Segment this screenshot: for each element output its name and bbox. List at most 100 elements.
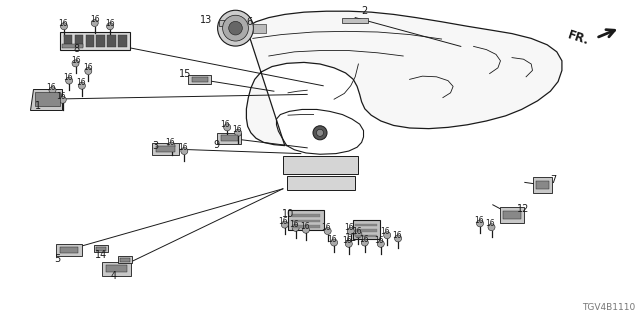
Bar [96, 247, 106, 251]
Bar [292, 225, 320, 228]
Text: 16: 16 [105, 19, 115, 28]
Text: 16: 16 [178, 143, 188, 152]
Bar [108, 35, 116, 47]
Text: 16: 16 [83, 63, 93, 72]
Bar [75, 35, 83, 47]
Text: 16: 16 [321, 223, 332, 232]
Text: 10: 10 [282, 209, 294, 219]
Circle shape [49, 87, 56, 94]
Circle shape [395, 235, 401, 242]
Text: 8: 8 [74, 44, 80, 54]
Circle shape [303, 226, 309, 233]
Bar [60, 247, 78, 253]
Text: 16: 16 [474, 216, 484, 225]
Circle shape [313, 126, 327, 140]
Bar [94, 245, 108, 252]
Bar [292, 214, 320, 217]
Bar [189, 75, 211, 84]
Text: 16: 16 [46, 83, 56, 92]
Text: 16: 16 [220, 120, 230, 129]
Bar [342, 18, 368, 23]
Polygon shape [246, 11, 562, 146]
Circle shape [331, 239, 337, 246]
Circle shape [66, 77, 72, 84]
Text: 5: 5 [54, 253, 61, 264]
Bar [292, 220, 320, 222]
Bar [500, 207, 524, 223]
Bar [533, 177, 552, 193]
Bar [504, 211, 520, 219]
Circle shape [107, 23, 113, 30]
Text: TGV4B1110: TGV4B1110 [582, 303, 635, 312]
Circle shape [384, 232, 390, 239]
Circle shape [223, 15, 248, 41]
Bar [86, 35, 94, 47]
Circle shape [60, 96, 66, 103]
Text: 16: 16 [70, 56, 81, 65]
Text: 1: 1 [35, 101, 42, 111]
Bar [60, 32, 130, 50]
Circle shape [355, 231, 362, 238]
Circle shape [346, 240, 352, 247]
Bar [253, 24, 266, 33]
Text: 16: 16 [358, 235, 369, 244]
Bar [120, 258, 130, 262]
Text: 12: 12 [517, 204, 530, 214]
Text: 16: 16 [58, 19, 68, 28]
Text: 13: 13 [200, 15, 212, 25]
Text: 16: 16 [90, 15, 100, 24]
Circle shape [488, 224, 495, 231]
Circle shape [378, 240, 384, 247]
Bar [219, 20, 239, 26]
Circle shape [324, 228, 331, 235]
Bar [221, 135, 237, 141]
Circle shape [477, 220, 483, 227]
Bar [64, 35, 72, 47]
Bar [353, 220, 380, 239]
Bar [118, 256, 132, 263]
Text: 14: 14 [95, 250, 108, 260]
Circle shape [72, 60, 79, 67]
Text: 16: 16 [342, 236, 352, 245]
Circle shape [235, 129, 241, 136]
Text: 16: 16 [300, 222, 310, 231]
Text: 16: 16 [232, 125, 242, 134]
Circle shape [168, 142, 175, 149]
Text: 16: 16 [374, 236, 384, 245]
Bar [56, 244, 82, 256]
Text: 9: 9 [213, 140, 220, 150]
Circle shape [362, 239, 368, 246]
Text: 16: 16 [392, 231, 402, 240]
Circle shape [282, 221, 288, 228]
Bar [192, 77, 207, 82]
Text: 16: 16 [289, 220, 300, 229]
Text: 16: 16 [326, 235, 337, 244]
Text: 16: 16 [165, 138, 175, 147]
Text: 16: 16 [485, 220, 495, 228]
Bar [118, 35, 127, 47]
Circle shape [92, 20, 98, 27]
Circle shape [228, 21, 243, 35]
Text: 2: 2 [362, 6, 368, 16]
Circle shape [317, 129, 323, 136]
Circle shape [218, 10, 253, 46]
Bar [288, 210, 323, 230]
Text: 4: 4 [111, 271, 117, 281]
Bar [217, 132, 241, 144]
Circle shape [224, 124, 230, 131]
Bar [355, 235, 377, 237]
Text: 16: 16 [76, 78, 86, 87]
Text: 16: 16 [56, 92, 67, 101]
Bar [35, 92, 60, 107]
Bar [61, 44, 83, 48]
Bar [355, 229, 377, 232]
Bar [152, 143, 179, 155]
Bar [355, 224, 377, 227]
Circle shape [79, 82, 85, 89]
Text: 11: 11 [344, 233, 357, 244]
Bar [536, 181, 550, 189]
Bar [106, 266, 127, 272]
Bar [156, 146, 175, 152]
Circle shape [292, 224, 299, 231]
Text: 16: 16 [352, 227, 362, 236]
